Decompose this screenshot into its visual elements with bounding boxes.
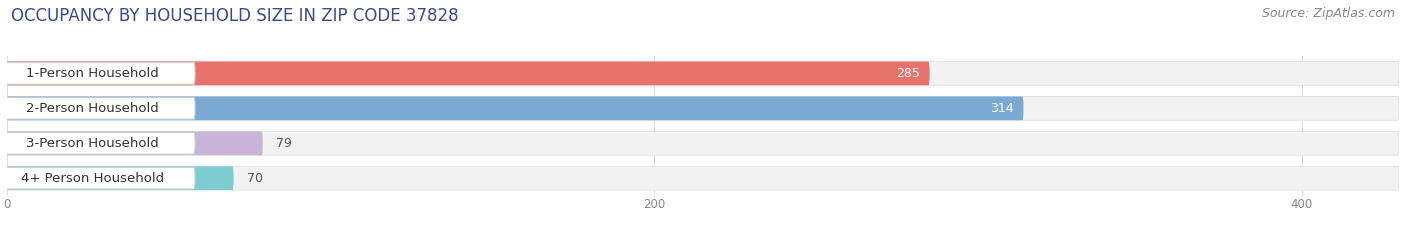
FancyBboxPatch shape — [7, 166, 1399, 190]
Text: 2-Person Household: 2-Person Household — [27, 102, 159, 115]
Text: 314: 314 — [990, 102, 1014, 115]
Text: OCCUPANCY BY HOUSEHOLD SIZE IN ZIP CODE 37828: OCCUPANCY BY HOUSEHOLD SIZE IN ZIP CODE … — [11, 7, 458, 25]
Text: 4+ Person Household: 4+ Person Household — [21, 172, 165, 185]
Text: 70: 70 — [246, 172, 263, 185]
FancyBboxPatch shape — [7, 131, 263, 155]
FancyBboxPatch shape — [0, 167, 195, 189]
FancyBboxPatch shape — [7, 131, 1399, 155]
Text: 79: 79 — [276, 137, 291, 150]
FancyBboxPatch shape — [7, 62, 929, 85]
FancyBboxPatch shape — [7, 96, 1024, 120]
FancyBboxPatch shape — [0, 97, 195, 119]
Text: Source: ZipAtlas.com: Source: ZipAtlas.com — [1261, 7, 1395, 20]
FancyBboxPatch shape — [0, 62, 195, 84]
Text: 3-Person Household: 3-Person Household — [27, 137, 159, 150]
Text: 285: 285 — [896, 67, 920, 80]
FancyBboxPatch shape — [7, 96, 1399, 120]
Text: 1-Person Household: 1-Person Household — [27, 67, 159, 80]
FancyBboxPatch shape — [7, 62, 1399, 85]
FancyBboxPatch shape — [7, 166, 233, 190]
FancyBboxPatch shape — [0, 132, 195, 154]
